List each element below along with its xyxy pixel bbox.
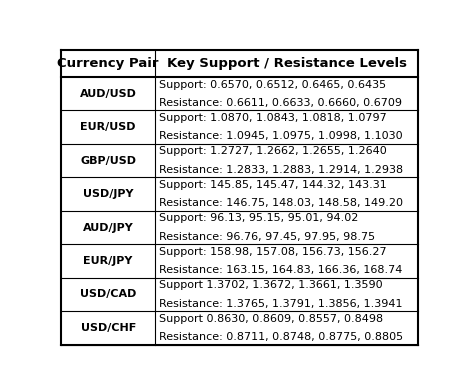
Text: USD/JPY: USD/JPY xyxy=(83,189,133,199)
Text: Resistance: 1.0945, 1.0975, 1.0998, 1.1030: Resistance: 1.0945, 1.0975, 1.0998, 1.10… xyxy=(159,131,403,141)
Text: Resistance: 96.76, 97.45, 97.95, 98.75: Resistance: 96.76, 97.45, 97.95, 98.75 xyxy=(159,232,375,241)
Text: Support: 145.85, 145.47, 144.32, 143.31: Support: 145.85, 145.47, 144.32, 143.31 xyxy=(159,180,387,190)
Text: USD/CAD: USD/CAD xyxy=(80,289,136,300)
Text: Resistance: 0.6611, 0.6633, 0.6660, 0.6709: Resistance: 0.6611, 0.6633, 0.6660, 0.67… xyxy=(159,98,402,108)
Text: Key Support / Resistance Levels: Key Support / Resistance Levels xyxy=(167,57,407,70)
Text: Resistance: 163.15, 164.83, 166.36, 168.74: Resistance: 163.15, 164.83, 166.36, 168.… xyxy=(159,265,402,275)
Text: Resistance: 146.75, 148.03, 148.58, 149.20: Resistance: 146.75, 148.03, 148.58, 149.… xyxy=(159,198,403,208)
Text: Support: 1.0870, 1.0843, 1.0818, 1.0797: Support: 1.0870, 1.0843, 1.0818, 1.0797 xyxy=(159,113,387,123)
Text: GBP/USD: GBP/USD xyxy=(80,156,136,165)
Text: Resistance: 1.2833, 1.2883, 1.2914, 1.2938: Resistance: 1.2833, 1.2883, 1.2914, 1.29… xyxy=(159,165,403,175)
Text: AUD/USD: AUD/USD xyxy=(80,89,137,99)
Text: Support: 158.98, 157.08, 156.73, 156.27: Support: 158.98, 157.08, 156.73, 156.27 xyxy=(159,247,387,257)
Text: EUR/JPY: EUR/JPY xyxy=(83,256,133,266)
Text: Resistance: 1.3765, 1.3791, 1.3856, 1.3941: Resistance: 1.3765, 1.3791, 1.3856, 1.39… xyxy=(159,298,403,308)
Text: Support 1.3702, 1.3672, 1.3661, 1.3590: Support 1.3702, 1.3672, 1.3661, 1.3590 xyxy=(159,280,383,291)
Text: Support: 0.6570, 0.6512, 0.6465, 0.6435: Support: 0.6570, 0.6512, 0.6465, 0.6435 xyxy=(159,80,387,90)
Text: AUD/JPY: AUD/JPY xyxy=(83,223,133,232)
Text: Currency Pair: Currency Pair xyxy=(58,57,159,70)
Text: Support 0.8630, 0.8609, 0.8557, 0.8498: Support 0.8630, 0.8609, 0.8557, 0.8498 xyxy=(159,314,383,324)
Text: Resistance: 0.8711, 0.8748, 0.8775, 0.8805: Resistance: 0.8711, 0.8748, 0.8775, 0.88… xyxy=(159,332,403,342)
Text: Support: 1.2727, 1.2662, 1.2655, 1.2640: Support: 1.2727, 1.2662, 1.2655, 1.2640 xyxy=(159,147,387,156)
Text: EUR/USD: EUR/USD xyxy=(80,122,136,132)
Text: USD/CHF: USD/CHF xyxy=(80,323,136,333)
Text: Support: 96.13, 95.15, 95.01, 94.02: Support: 96.13, 95.15, 95.01, 94.02 xyxy=(159,213,358,223)
